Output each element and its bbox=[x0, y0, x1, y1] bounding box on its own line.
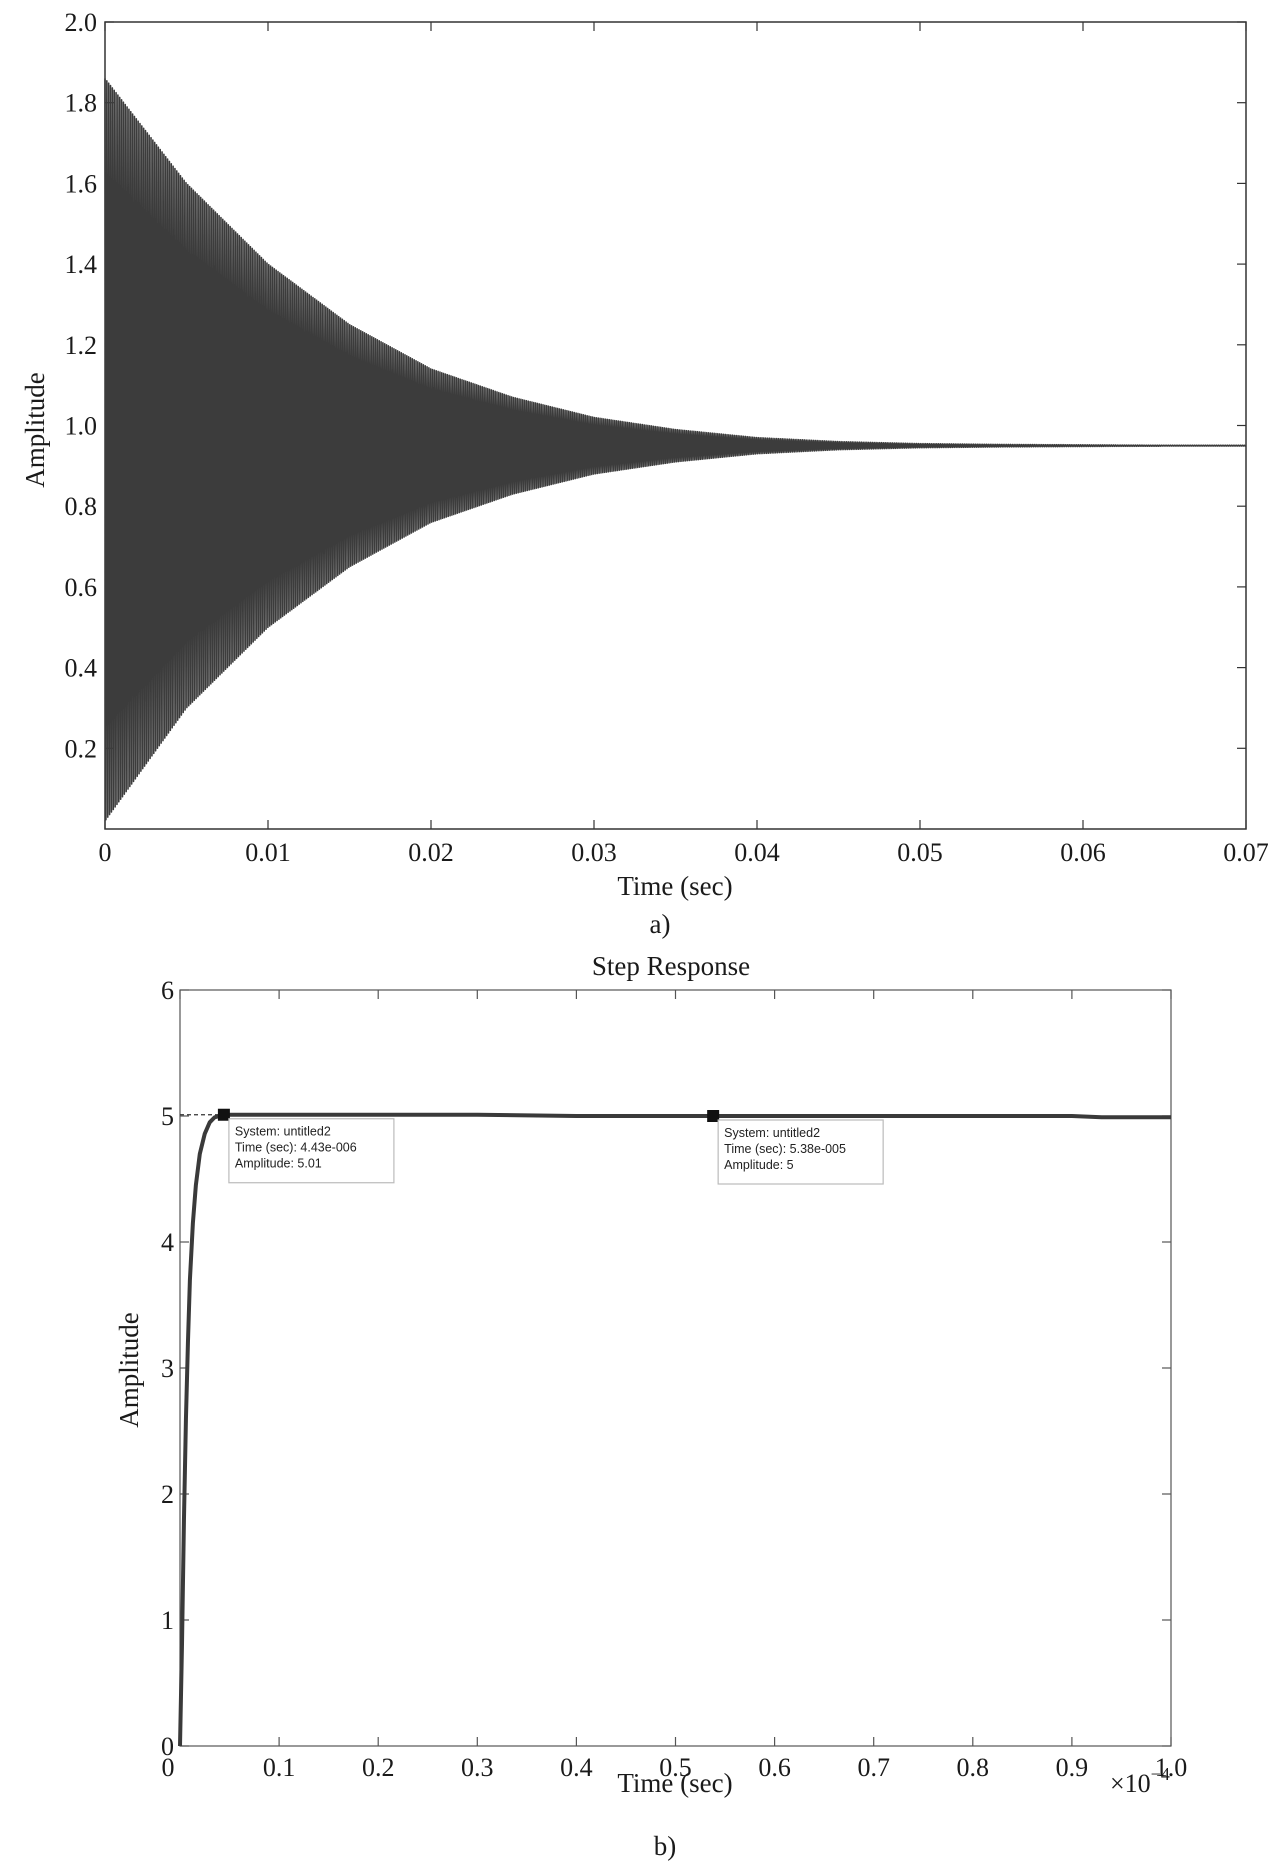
chart-a-y-tick-label: 0.2 bbox=[65, 734, 98, 763]
chart-b-plot-frame bbox=[179, 989, 1172, 1747]
chart-b-x-multiplier: ×10−4 bbox=[1110, 1764, 1170, 1798]
chart-a-y-axis-label: Amplitude bbox=[20, 372, 50, 488]
chart-b-x-tick-labels: 0 0.1 0.2 0.3 0.4 0.5 0.6 0.7 0.8 0.9 1.0 bbox=[162, 1753, 1188, 1782]
chart-a-x-tick-label: 0 bbox=[99, 838, 112, 867]
chart-a-y-tick-label: 1.8 bbox=[65, 89, 98, 118]
chart-b-data-tip-box bbox=[717, 1119, 884, 1185]
chart-b-data-tip-text: System: untitled2 bbox=[724, 1126, 820, 1140]
chart-b-panel-label: b) bbox=[654, 1831, 677, 1861]
chart-a-x-tick-label: 0.03 bbox=[571, 838, 617, 867]
chart-b-title: Step Response bbox=[592, 951, 750, 981]
chart-b-x-tick-label: 0.5 bbox=[659, 1753, 692, 1782]
chart-a-y-tick-label: 2.0 bbox=[65, 8, 98, 37]
chart-a-x-tick-label: 0.07 bbox=[1223, 838, 1269, 867]
chart-b-x-tick-label: 0.4 bbox=[560, 1753, 593, 1782]
chart-a-x-axis-label: Time (sec) bbox=[617, 871, 732, 901]
chart-a-x-tick-label: 0.06 bbox=[1060, 838, 1106, 867]
chart-a: 0 0.01 0.02 0.03 0.04 0.05 0.06 0.07 0.20.40.60… bbox=[20, 8, 1269, 939]
chart-a-y-tick-labels: 0.2 0.4 0.6 0.8 1.0 1.2 1.4 1.6 1.8 2.0 bbox=[65, 8, 98, 763]
chart-a-panel-label: a) bbox=[650, 909, 671, 939]
chart-b-y-tick-labels: 0 1 2 3 4 5 6 bbox=[161, 976, 174, 1761]
chart-b-y-tick-label: 2 bbox=[161, 1480, 174, 1509]
chart-b-x-tick-label: 0.1 bbox=[263, 1753, 296, 1782]
chart-b-data-tips[interactable]: System: untitled2 Time (sec): 4.43e-006 Am… bbox=[180, 1108, 884, 1185]
chart-b-data-tip-text: Time (sec): 5.38e-005 bbox=[724, 1142, 846, 1156]
chart-b-x-multiplier-base: ×10 bbox=[1110, 1769, 1151, 1798]
chart-a-y-tick-label: 1.4 bbox=[65, 250, 98, 279]
chart-b-data-tip-text: Amplitude: 5 bbox=[724, 1158, 794, 1172]
chart-b-data-tip-box bbox=[228, 1118, 395, 1184]
chart-b-ticks bbox=[179, 989, 1172, 1747]
chart-a-y-tick-label: 1.6 bbox=[65, 169, 98, 198]
chart-b-data-tip-marker[interactable] bbox=[217, 1108, 230, 1121]
chart-b-y-tick-label: 3 bbox=[161, 1354, 174, 1383]
chart-b-data-tip-text: Time (sec): 4.43e-006 bbox=[235, 1141, 357, 1155]
chart-b-data-tip-marker[interactable] bbox=[707, 1110, 720, 1122]
chart-a-y-tick-label: 1.0 bbox=[65, 412, 98, 441]
chart-b-x-tick-label: 0 bbox=[162, 1753, 175, 1782]
chart-b: Step Response System: untitled2 Time (sec… bbox=[114, 951, 1187, 1861]
chart-b-data-tip-text: System: untitled2 bbox=[235, 1125, 331, 1139]
chart-b-x-multiplier-exp: −4 bbox=[1151, 1764, 1170, 1784]
chart-b-x-tick-label: 1.0 bbox=[1155, 1753, 1188, 1782]
chart-b-x-tick-label: 0.8 bbox=[957, 1753, 990, 1782]
chart-b-x-axis-label: Time (sec) bbox=[617, 1768, 732, 1798]
chart-a-x-tick-label: 0.05 bbox=[897, 838, 943, 867]
chart-a-x-tick-label: 0.04 bbox=[734, 838, 780, 867]
chart-b-y-tick-label: 0 bbox=[161, 1732, 174, 1761]
chart-b-x-tick-label: 0.2 bbox=[362, 1753, 395, 1782]
chart-a-y-tick-label: 0.4 bbox=[65, 654, 98, 683]
chart-b-y-tick-label: 4 bbox=[161, 1228, 174, 1257]
chart-b-data-tip-text: Amplitude: 5.01 bbox=[235, 1157, 322, 1171]
chart-a-y-tick-label: 1.2 bbox=[65, 331, 98, 360]
chart-a-x-tick-labels: 0 0.01 0.02 0.03 0.04 0.05 0.06 0.07 bbox=[99, 838, 1269, 867]
chart-a-x-tick-label: 0.01 bbox=[245, 838, 291, 867]
chart-a-series-line bbox=[104, 78, 1247, 821]
chart-b-y-tick-label: 5 bbox=[161, 1102, 174, 1131]
chart-b-y-tick-label: 1 bbox=[161, 1606, 174, 1635]
chart-a-y-tick-label: 0.6 bbox=[65, 573, 98, 602]
chart-a-signal bbox=[104, 78, 1247, 821]
chart-b-x-tick-label: 0.9 bbox=[1056, 1753, 1089, 1782]
chart-b-x-tick-label: 0.7 bbox=[857, 1753, 890, 1782]
chart-b-x-tick-label: 0.6 bbox=[758, 1753, 791, 1782]
chart-b-y-axis-label: Amplitude bbox=[114, 1312, 144, 1428]
chart-a-x-tick-label: 0.02 bbox=[408, 838, 454, 867]
chart-a-y-tick-label: 0.8 bbox=[65, 492, 98, 521]
chart-b-x-tick-label: 0.3 bbox=[461, 1753, 494, 1782]
chart-b-y-tick-label: 6 bbox=[161, 976, 174, 1005]
